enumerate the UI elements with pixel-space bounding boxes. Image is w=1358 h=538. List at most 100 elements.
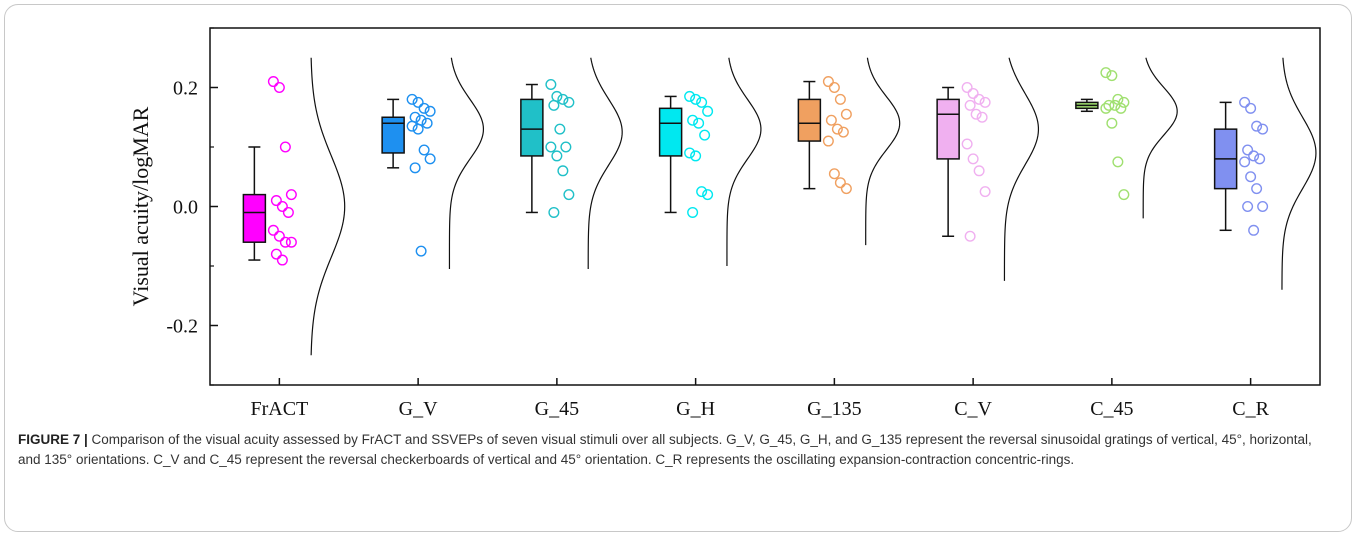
y-axis-label: Visual acuity/logMAR: [128, 106, 153, 306]
data-point: [976, 111, 988, 123]
box-plot-chart: -0.2 0.0 0.2 Visual acuity/logMAR FrACT G_V G_…: [128, 27, 1321, 420]
data-point: [828, 81, 840, 93]
y-tick-label: 0.2: [173, 78, 198, 100]
data-point: [418, 102, 430, 114]
density-curve: [587, 57, 623, 269]
plot-frame: [209, 27, 1321, 386]
data-point: [964, 99, 976, 111]
data-point: [684, 147, 696, 159]
data-point: [545, 141, 557, 153]
box-C_V: [936, 98, 960, 160]
data-point: [1257, 200, 1269, 212]
data-point: [1106, 117, 1118, 129]
x-tick-label: G_H: [676, 398, 715, 420]
data-point: [1254, 153, 1266, 165]
data-point: [409, 111, 421, 123]
data-point: [837, 126, 849, 138]
data-point: [1118, 96, 1130, 108]
data-point: [967, 153, 979, 165]
data-point: [702, 189, 714, 201]
data-point: [973, 165, 985, 177]
data-point: [548, 99, 560, 111]
data-point: [1242, 144, 1254, 156]
density-curve: [726, 57, 762, 266]
data-point: [273, 230, 285, 242]
data-point: [415, 114, 427, 126]
data-point: [406, 120, 418, 132]
density-curve: [448, 57, 485, 269]
data-point: [270, 195, 282, 207]
data-point: [696, 186, 708, 198]
figure-frame: [4, 4, 1352, 532]
data-point: [1112, 156, 1124, 168]
data-point: [1242, 200, 1254, 212]
data-point: [693, 117, 705, 129]
data-point: [1112, 93, 1124, 105]
data-point: [979, 186, 991, 198]
data-point: [699, 129, 711, 141]
data-point: [1257, 123, 1269, 135]
caption-label: FIGURE 7 |: [18, 432, 88, 447]
data-point: [557, 93, 569, 105]
data-point: [282, 206, 294, 218]
x-tick-label: G_V: [399, 398, 438, 420]
data-point: [1100, 67, 1112, 79]
data-point: [418, 144, 430, 156]
data-point: [551, 90, 563, 102]
data-point: [684, 90, 696, 102]
data-point: [421, 117, 433, 129]
density-curve: [865, 57, 901, 246]
data-point: [690, 93, 702, 105]
data-point: [285, 236, 297, 248]
data-point: [687, 206, 699, 218]
data-point: [834, 93, 846, 105]
data-point: [1245, 171, 1257, 183]
x-tick-label: FrACT: [250, 398, 308, 420]
data-point: [267, 224, 279, 236]
data-point: [279, 141, 291, 153]
data-point: [834, 177, 846, 189]
box-FrACT: [242, 193, 267, 243]
data-point: [825, 114, 837, 126]
data-point: [1109, 99, 1121, 111]
data-point: [1118, 189, 1130, 201]
data-point: [267, 76, 279, 88]
data-point: [424, 105, 436, 117]
data-point: [961, 138, 973, 150]
data-point: [415, 245, 427, 257]
data-point: [563, 189, 575, 201]
caption-text: Comparison of the visual acuity assessed…: [18, 432, 1312, 467]
box-G_135: [797, 98, 822, 142]
data-point: [840, 108, 852, 120]
data-point: [406, 93, 418, 105]
data-point: [1248, 224, 1260, 236]
data-point: [560, 141, 572, 153]
data-point: [270, 248, 282, 260]
density-curve: [1142, 57, 1178, 219]
data-point: [551, 150, 563, 162]
data-point: [409, 162, 421, 174]
data-point: [840, 183, 852, 195]
data-point: [1245, 102, 1257, 114]
data-point: [973, 93, 985, 105]
box-G_V: [381, 116, 405, 154]
data-point: [412, 123, 424, 135]
data-point: [545, 79, 557, 91]
data-point: [970, 108, 982, 120]
box-G_45: [520, 98, 544, 157]
data-point: [1251, 183, 1263, 195]
data-point: [967, 87, 979, 99]
y-tick-label: 0.0: [173, 197, 198, 219]
data-point: [1100, 102, 1112, 114]
x-tick-label: G_135: [807, 398, 861, 420]
data-point: [1239, 96, 1251, 108]
data-point: [557, 165, 569, 177]
data-point: [822, 76, 834, 88]
data-point: [822, 135, 834, 147]
y-tick-label: -0.2: [166, 316, 198, 338]
data-point: [1248, 150, 1260, 162]
data-point: [554, 123, 566, 135]
data-point: [687, 114, 699, 126]
data-point: [424, 153, 436, 165]
data-point: [964, 230, 976, 242]
